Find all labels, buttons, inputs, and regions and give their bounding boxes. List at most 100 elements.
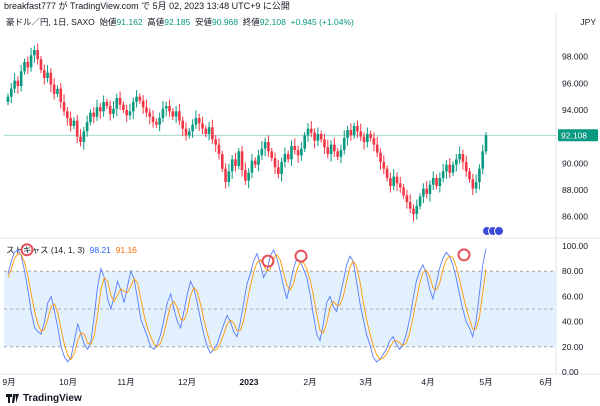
candle-body	[201, 123, 204, 129]
candle-body	[359, 131, 363, 137]
candle-body	[323, 139, 326, 148]
event-icon	[494, 226, 504, 236]
candle-body	[26, 62, 30, 68]
symbol-name: 豪ドル／円, 1日, SAXO	[6, 17, 95, 27]
candle-body	[464, 162, 468, 172]
price-tick-label: 88.000	[562, 185, 588, 195]
candle-body	[438, 178, 442, 186]
overbought-marker	[20, 243, 34, 257]
stoch-k-value: 98.21	[89, 245, 111, 255]
candle-body	[273, 158, 277, 168]
candle-body	[197, 118, 201, 124]
price-tick-label: 86.000	[562, 212, 588, 222]
close-value: 92.108	[259, 17, 286, 27]
candle-body	[260, 148, 264, 156]
candle-body	[138, 96, 142, 101]
candle-body	[280, 162, 283, 174]
candle-body	[481, 151, 485, 169]
candle-body	[277, 167, 280, 174]
candle-body	[366, 134, 369, 142]
candle-body	[349, 130, 353, 136]
close-label: 終値	[242, 17, 260, 27]
candle-body	[418, 196, 422, 206]
candle-body	[168, 106, 171, 112]
last-price-label: 92.108	[561, 131, 587, 141]
candle-body	[240, 151, 244, 170]
candle-body	[217, 144, 221, 154]
candle-body	[95, 107, 99, 117]
candle-body	[286, 154, 290, 160]
candle-body	[79, 136, 82, 142]
candle-body	[207, 127, 211, 134]
candle-body	[441, 171, 445, 178]
time-tick-label: 11月	[117, 377, 134, 387]
candle-body	[220, 154, 224, 169]
time-tick-label: 3月	[359, 377, 372, 387]
candle-body	[471, 179, 475, 189]
candle-body	[59, 88, 63, 102]
candle-body	[484, 135, 488, 152]
candle-body	[181, 120, 185, 129]
price-tick-label: 96.000	[562, 78, 588, 88]
time-tick-label: 6月	[539, 377, 552, 387]
candle-body	[135, 96, 138, 102]
candle-body	[92, 112, 96, 117]
candle-body	[75, 120, 79, 137]
candle-body	[296, 150, 300, 156]
candle-body	[13, 80, 16, 89]
candle-body	[188, 131, 191, 136]
price-tick-label: 90.000	[562, 158, 588, 168]
candle-body	[128, 111, 132, 116]
stoch-d-line	[7, 253, 487, 361]
price-tick-label: 94.000	[562, 105, 588, 115]
candle-body	[115, 98, 119, 109]
time-tick-label: 2023	[240, 377, 259, 387]
candle-body	[395, 176, 399, 184]
tradingview-logo-icon	[6, 394, 19, 403]
candle-body	[161, 108, 165, 118]
stoch-tick-label: 0.00	[562, 367, 579, 377]
candle-body	[125, 110, 128, 116]
candle-body	[174, 111, 178, 117]
candle-body	[52, 84, 56, 94]
candle-body	[49, 72, 53, 85]
candle-body	[237, 151, 241, 166]
candle-body	[6, 96, 10, 102]
candle-body	[122, 104, 125, 110]
candle-body	[336, 151, 339, 157]
candle-body	[257, 155, 260, 165]
stoch-tick-label: 80.00	[562, 266, 584, 276]
candle-body	[82, 131, 86, 142]
candle-body	[85, 122, 89, 132]
candle-body	[204, 128, 208, 134]
candle-body	[56, 88, 59, 94]
candle-body	[333, 144, 336, 152]
high-label: 高値	[147, 17, 165, 27]
candle-body	[105, 102, 109, 106]
time-tick-label: 4月	[421, 377, 434, 387]
low-value: 90.968	[212, 17, 239, 27]
candle-body	[408, 202, 412, 209]
overbought-marker	[457, 248, 471, 262]
candle-body	[474, 182, 478, 189]
candle-body	[148, 112, 152, 117]
stoch-tick-label: 20.00	[562, 342, 584, 352]
candle-body	[435, 178, 438, 186]
open-value: 91.162	[116, 17, 143, 27]
candle-body	[191, 124, 194, 132]
candle-body	[326, 147, 330, 154]
time-tick-label: 5月	[479, 377, 492, 387]
candle-body	[42, 70, 46, 78]
candle-body	[458, 154, 461, 160]
symbol-ohlc-legend: 豪ドル／円, 1日, SAXO 始値91.162 高値92.185 安値90.9…	[6, 16, 354, 28]
stoch-name: ストキャス (14, 1, 3)	[6, 245, 85, 255]
stoch-tick-label: 100.00	[562, 241, 588, 251]
candle-body	[253, 160, 257, 165]
candle-body	[102, 102, 105, 112]
brand-text: TradingView	[23, 393, 82, 404]
candle-body	[431, 178, 435, 185]
candle-body	[303, 135, 306, 149]
candle-body	[234, 159, 237, 166]
candle-body	[118, 98, 122, 105]
